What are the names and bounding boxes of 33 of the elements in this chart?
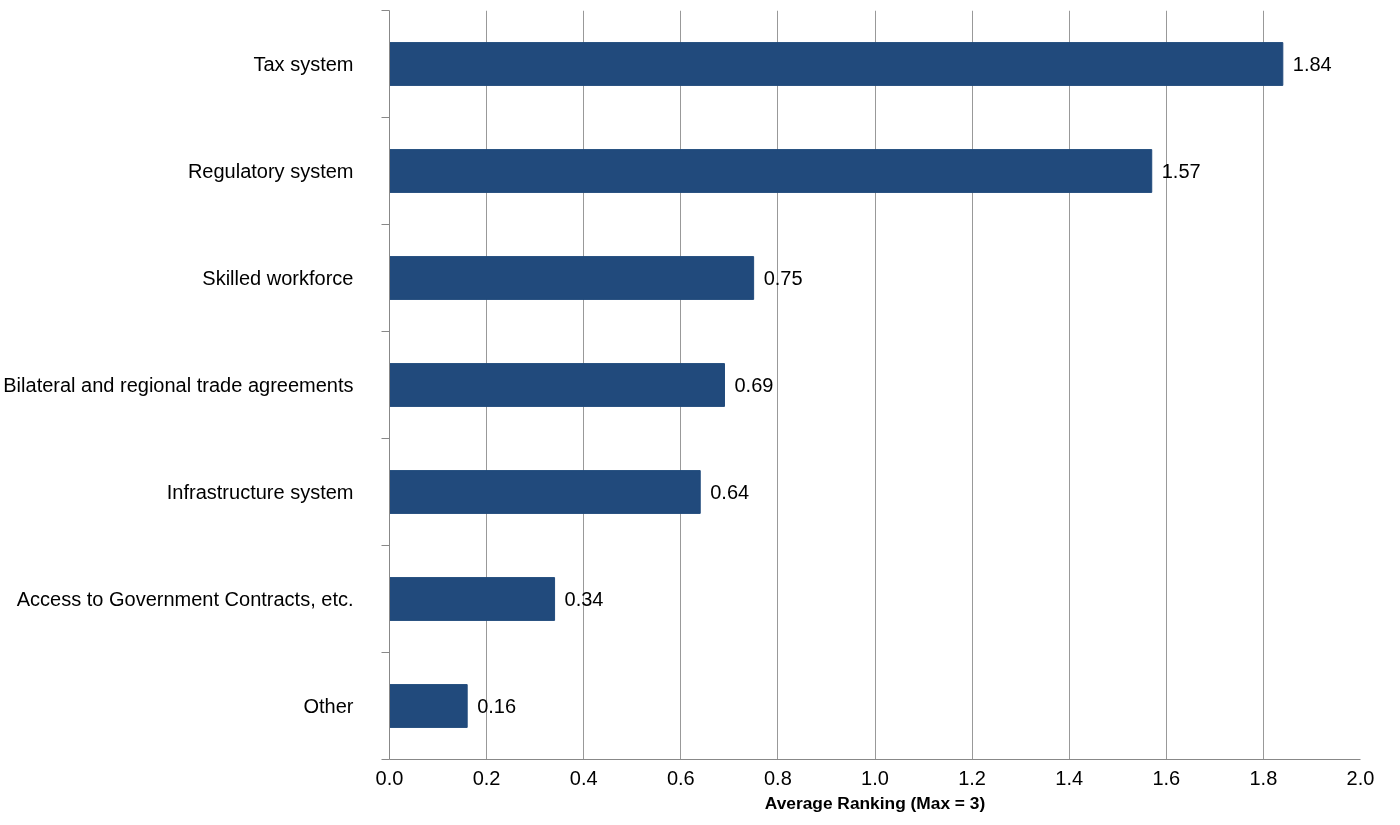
bar — [389, 577, 556, 621]
x-tick-label: 0.4 — [569, 766, 598, 789]
y-tick-label: Bilateral and regional trade agreements — [3, 374, 354, 396]
x-tick-label: 1.4 — [1055, 766, 1084, 789]
data-label: 0.16 — [477, 695, 517, 717]
x-axis-title: Average Ranking (Max = 3) — [764, 792, 986, 813]
x-tick-label: 1.6 — [1152, 766, 1181, 789]
data-label: 0.64 — [710, 481, 750, 503]
y-tick-label: Infrastructure system — [166, 481, 354, 503]
x-tick-label: 0.8 — [764, 766, 792, 789]
y-tick-label: Other — [303, 695, 354, 717]
y-tick-label: Skilled workforce — [202, 267, 354, 289]
x-tick-label: 0.6 — [666, 766, 695, 789]
data-label: 0.34 — [564, 588, 604, 610]
y-tick-label: Tax system — [253, 53, 354, 75]
y-tick-label: Access to Government Contracts, etc. — [16, 588, 354, 610]
y-tick-label: Regulatory system — [187, 160, 354, 182]
bar — [389, 363, 725, 407]
x-tick-label: 0.0 — [375, 766, 404, 789]
data-label: 1.84 — [1292, 53, 1332, 75]
data-label: 0.75 — [763, 267, 803, 289]
bar — [389, 149, 1153, 193]
bar — [389, 684, 468, 728]
data-label: 0.69 — [734, 374, 774, 396]
data-label: 1.57 — [1161, 160, 1201, 182]
bar — [389, 256, 755, 300]
x-tick-label: 0.2 — [472, 766, 501, 789]
bar — [389, 470, 701, 514]
x-tick-label: 2.0 — [1346, 766, 1375, 789]
x-tick-label: 1.8 — [1249, 766, 1278, 789]
x-tick-label: 1.2 — [958, 766, 987, 789]
x-tick-label: 1.0 — [861, 766, 889, 789]
bar — [389, 42, 1284, 86]
